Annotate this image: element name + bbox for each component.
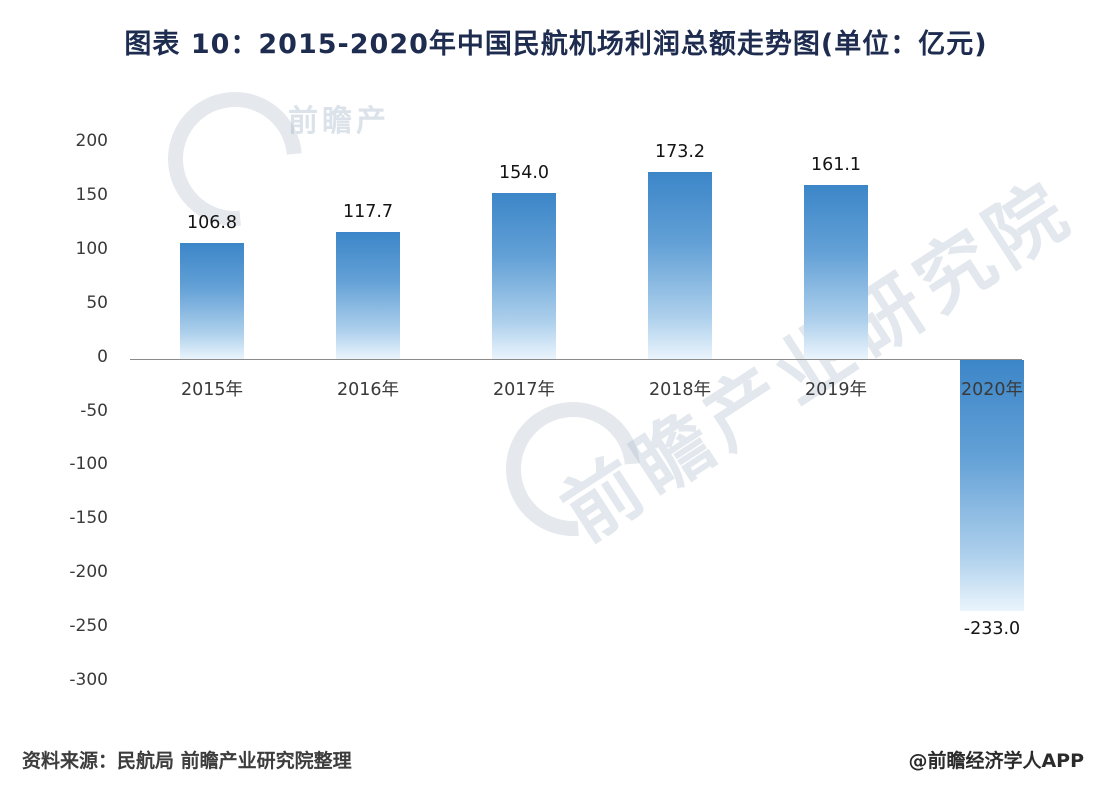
value-label: 161.1 [810,154,862,175]
bar-2018年 [648,171,712,359]
value-label: 117.7 [342,201,394,222]
x-category-label: 2017年 [492,379,556,400]
y-tick-label: 200 [75,131,108,151]
bar-2020年 [960,359,1024,611]
y-tick-label: 150 [75,184,108,205]
x-category-label: 2019年 [804,379,868,400]
x-axis-line [130,358,1022,360]
watermark-logo-icon [140,64,330,254]
x-category-label: 2018年 [648,379,712,400]
x-category-label: 2020年 [960,379,1024,400]
bar-2019年 [804,184,868,359]
y-tick-label: -200 [69,562,108,583]
y-tick-label: 100 [75,238,108,259]
value-label: 154.0 [498,162,550,183]
y-tick-label: -300 [69,670,108,690]
bar-2015年 [180,243,244,359]
value-label: 173.2 [654,141,706,162]
source-note: 资料来源：民航局 前瞻产业研究院整理 [22,750,352,772]
watermark-logo-icon [478,374,668,564]
bar-2017年 [492,192,556,359]
y-tick-label: 50 [86,292,108,313]
y-tick-label: 0 [97,346,108,367]
watermark-logo-label: 前瞻产 [288,104,390,139]
x-category-label: 2016年 [336,379,400,400]
y-tick-label: -100 [69,454,108,475]
credit-handle: @前瞻经济学人APP [908,750,1084,772]
chart-title: 图表 10：2015-2020年中国民航机场利润总额走势图(单位：亿元) [124,29,988,60]
value-label: -233.0 [963,618,1021,639]
y-tick-label: -50 [80,400,108,421]
value-label: 106.8 [186,213,238,234]
y-tick-label: -250 [69,616,108,637]
x-category-label: 2015年 [180,379,244,400]
watermark-circle-icon [478,374,668,564]
bar-2016年 [336,231,400,359]
y-tick-label: -150 [69,508,108,529]
